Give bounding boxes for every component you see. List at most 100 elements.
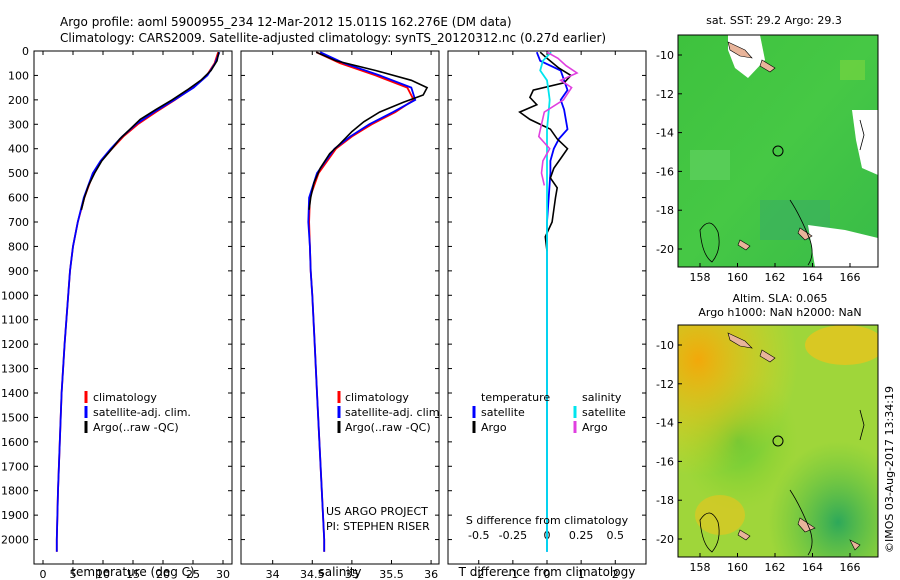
- map-y-tick-label: -12: [656, 88, 674, 101]
- depth-tick-label: 1200: [1, 338, 29, 351]
- credit-text: ©IMOS 03-Aug-2017 13:34:19: [883, 386, 896, 553]
- legend-label-satellite: satellite-adj. clim.: [93, 406, 191, 419]
- sla-island: [727, 332, 753, 349]
- depth-tick-label: 200: [8, 94, 29, 107]
- annotation-project: US ARGO PROJECT: [326, 505, 428, 518]
- sla-map-frame: [677, 324, 879, 558]
- depth-tick-label: 1700: [1, 460, 29, 473]
- sla-island: [849, 539, 861, 551]
- map-y-tick-label: -18: [656, 494, 674, 507]
- legend-label-satellite: satellite-adj. clim.: [345, 406, 443, 419]
- x-tick-label: 5: [70, 568, 77, 580]
- x-tick-label: 15: [126, 568, 140, 580]
- legend-label-argo: Argo(..raw -QC): [93, 421, 179, 434]
- depth-tick-label: 1400: [1, 387, 29, 400]
- salinity-axes: [240, 50, 440, 565]
- depth-tick-label: 500: [8, 167, 29, 180]
- s-diff-tick-label: -0.5: [468, 529, 489, 542]
- s-diff-tick-label: 0.5: [607, 529, 625, 542]
- map-y-tick-label: -16: [656, 455, 674, 468]
- x-tick-label: 35: [345, 568, 359, 580]
- series-satellite: [55, 51, 221, 552]
- x-tick-label: 0: [544, 568, 551, 580]
- sla-island: [737, 529, 751, 541]
- sst-contour: [789, 199, 813, 266]
- depth-tick-label: 1100: [1, 314, 29, 327]
- map-y-tick-label: -20: [656, 533, 674, 546]
- x-tick-label: 2: [612, 568, 619, 580]
- x-tick-label: 25: [186, 568, 200, 580]
- sla-map-title1: Altim. SLA: 0.065: [732, 292, 827, 305]
- map-y-tick-label: -14: [656, 127, 674, 140]
- x-tick-label: 34.5: [300, 568, 325, 580]
- map-y-tick-label: -14: [656, 417, 674, 430]
- depth-tick-label: 1000: [1, 289, 29, 302]
- difference-xlabel-bottom: T difference from climatology: [458, 565, 636, 579]
- x-tick-label: 0: [40, 568, 47, 580]
- sla-contour: [789, 489, 813, 556]
- depth-tick-label: 600: [8, 192, 29, 205]
- sla-map-title2: Argo h1000: NaN h2000: NaN: [698, 306, 861, 319]
- x-tick-label: 1: [578, 568, 585, 580]
- difference-legend: temperature salinity satellite Argo sate…: [472, 391, 626, 434]
- sst-map-frame: [677, 34, 879, 268]
- series-s-argo: [537, 51, 579, 186]
- series-climatology: [55, 51, 220, 552]
- sst-patch: [690, 150, 730, 180]
- depth-tick-label: 0: [22, 45, 29, 58]
- depth-tick-label: 900: [8, 265, 29, 278]
- series-argo: [80, 52, 220, 210]
- map-y-tick-label: -12: [656, 378, 674, 391]
- map-y-tick-label: -10: [656, 339, 674, 352]
- argo-location-marker: [772, 145, 784, 157]
- sla-island: [759, 349, 776, 363]
- temperature-legend: climatology satellite-adj. clim. Argo(..…: [84, 391, 191, 434]
- depth-tick-label: 300: [8, 118, 29, 131]
- sla-contour: [699, 512, 720, 553]
- argo-location-marker: [772, 435, 784, 447]
- sst-patch: [840, 60, 865, 80]
- x-tick-label: -1: [507, 568, 518, 580]
- depth-tick-label: 2000: [1, 534, 29, 547]
- legend-label-t-satellite: satellite: [481, 406, 525, 419]
- sst-map: sat. SST: 29.2 Argo: 29.3 158 160 162 164 16…: [656, 14, 879, 284]
- sst-map-title: sat. SST: 29.2 Argo: 29.3: [706, 14, 842, 27]
- series-t-argo: [518, 51, 573, 252]
- sst-island: [737, 239, 751, 251]
- sla-island: [797, 517, 816, 533]
- depth-tick-label: 700: [8, 216, 29, 229]
- sst-island: [759, 59, 776, 73]
- map-y-tick-label: -10: [656, 49, 674, 62]
- difference-panel: -2 -1 0 1 2 -0.5 -0.25 0 0.25 0.5 T difference f…: [447, 50, 647, 580]
- temperature-xlabel: temperature (deg C): [71, 565, 194, 579]
- map-x-tick-label: 160: [727, 271, 748, 284]
- sst-contour: [699, 222, 720, 263]
- annotation-pi: PI: STEPHEN RISER: [326, 520, 430, 533]
- difference-xlabel-top: S difference from climatology: [466, 514, 629, 527]
- series-satellite: [307, 51, 417, 552]
- map-x-tick-label: 166: [840, 561, 861, 574]
- sst-cloud-mask: [808, 225, 878, 267]
- sla-patch: [695, 495, 745, 535]
- legend-header-salinity: salinity: [582, 391, 622, 404]
- legend-label-s-argo: Argo: [582, 421, 608, 434]
- sst-cloud-mask: [852, 110, 878, 175]
- sla-patch: [805, 325, 878, 365]
- map-y-tick-label: -16: [656, 165, 674, 178]
- x-tick-label: -2: [473, 568, 484, 580]
- s-diff-tick-label: -0.25: [499, 529, 527, 542]
- legend-label-climatology: climatology: [345, 391, 409, 404]
- series-climatology: [308, 51, 415, 552]
- legend-label-t-argo: Argo: [481, 421, 507, 434]
- depth-tick-label: 1300: [1, 363, 29, 376]
- map-x-tick-label: 164: [802, 561, 823, 574]
- x-tick-label: 36: [424, 568, 438, 580]
- map-y-tick-label: -20: [656, 243, 674, 256]
- map-x-tick-label: 158: [690, 271, 711, 284]
- map-x-tick-label: 164: [802, 271, 823, 284]
- series-s-satellite: [539, 51, 552, 552]
- x-tick-label: 10: [96, 568, 110, 580]
- x-tick-label: 35.5: [379, 568, 404, 580]
- depth-tick-label: 1900: [1, 509, 29, 522]
- salinity-legend: climatology satellite-adj. clim. Argo(..…: [337, 391, 443, 434]
